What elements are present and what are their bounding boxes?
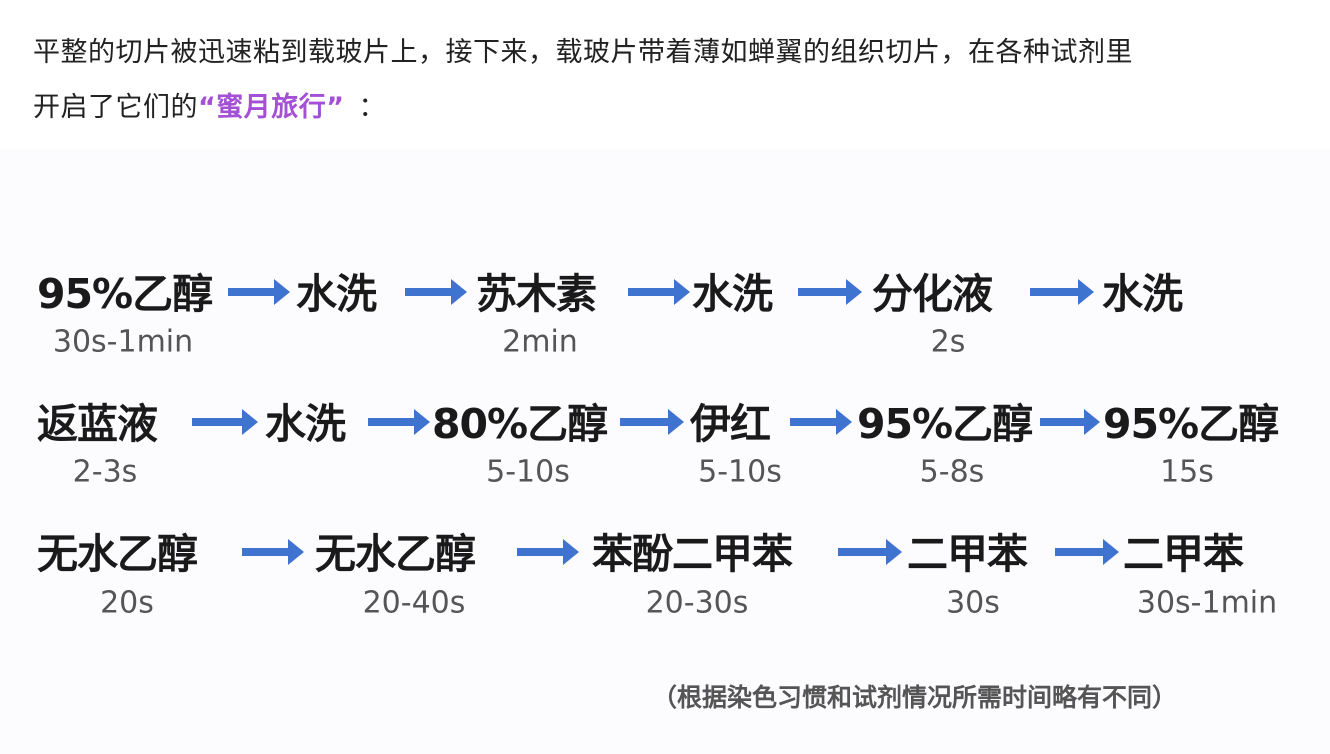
step-time: 20-40s <box>362 585 466 621</box>
arrow-icon <box>1040 409 1100 435</box>
step-name: 返蓝液 <box>37 400 158 448</box>
step-name: 二甲苯 <box>1123 530 1244 578</box>
footnote: （根据染色习惯和试剂情况所需时间略有不同） <box>652 683 1178 712</box>
step-name: 95%乙醇 <box>37 270 213 318</box>
arrow-icon <box>405 279 467 305</box>
step-time: 2s <box>930 324 966 360</box>
arrow-icon <box>790 409 852 435</box>
step-time: 5-10s <box>698 454 782 490</box>
arrow-icon <box>1030 279 1094 305</box>
arrow-icon <box>838 539 902 565</box>
step-time: 5-10s <box>486 454 570 490</box>
step-name: 伊红 <box>690 400 771 448</box>
arrow-icon <box>242 539 304 565</box>
step-time: 30s-1min <box>1136 585 1278 621</box>
step-name: 苯酚二甲苯 <box>592 530 793 578</box>
step-name: 水洗 <box>692 270 773 318</box>
step-name: 80%乙醇 <box>432 400 608 448</box>
step-time: 15s <box>1160 454 1214 490</box>
step-time: 20s <box>100 585 154 621</box>
step-name: 分化液 <box>872 270 993 318</box>
colon: ： <box>358 92 386 123</box>
step-name: 水洗 <box>265 400 346 448</box>
arrow-icon <box>517 539 579 565</box>
highlight-text: “蜜月旅行” <box>198 92 345 123</box>
step-name: 二甲苯 <box>907 530 1028 578</box>
step-name: 水洗 <box>296 270 377 318</box>
arrow-icon <box>368 409 430 435</box>
arrow-icon <box>798 279 862 305</box>
step-name: 95%乙醇 <box>857 400 1033 448</box>
paragraph-line-2: 开启了它们的“蜜月旅行” ： <box>33 88 386 128</box>
step-name: 无水乙醇 <box>315 530 476 578</box>
paragraph-line-1: 平整的切片被迅速粘到载玻片上，接下来，载玻片带着薄如蝉翼的组织切片，在各种试剂里 <box>33 37 1133 68</box>
step-time: 5-8s <box>919 454 985 490</box>
arrow-icon <box>1055 539 1119 565</box>
arrow-icon <box>228 279 290 305</box>
step-time: 30s <box>946 585 1000 621</box>
arrow-icon <box>192 409 258 435</box>
arrow-icon <box>620 409 684 435</box>
step-name: 无水乙醇 <box>37 530 198 578</box>
step-time: 2min <box>502 324 578 360</box>
paragraph-text: 开启了它们的 <box>33 92 198 123</box>
step-name: 水洗 <box>1102 270 1183 318</box>
step-time: 2-3s <box>72 454 138 490</box>
step-time: 30s-1min <box>52 324 194 360</box>
step-time: 20-30s <box>645 585 749 621</box>
step-name: 95%乙醇 <box>1103 400 1279 448</box>
arrow-icon <box>628 279 690 305</box>
staining-flow-diagram <box>0 150 1330 754</box>
step-name: 苏木素 <box>476 270 597 318</box>
